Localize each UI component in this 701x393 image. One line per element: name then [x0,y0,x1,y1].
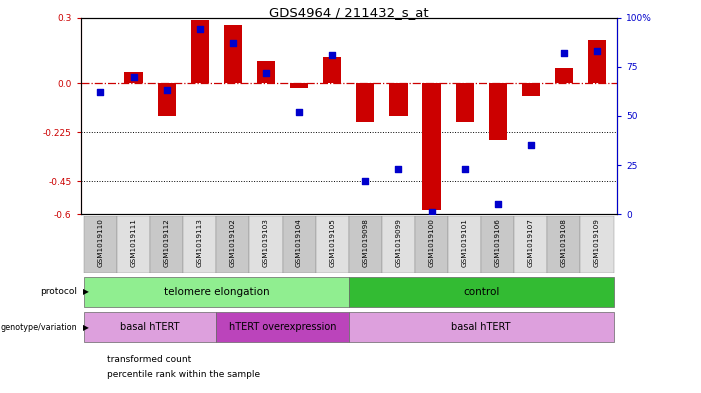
Text: genotype/variation: genotype/variation [1,323,77,332]
Point [161,87,172,94]
Bar [117,216,150,273]
Bar [522,83,540,96]
Bar [250,216,283,273]
Point [294,109,305,115]
Text: telomere elongation: telomere elongation [163,287,269,297]
Bar [84,312,217,342]
Bar [323,57,341,83]
Bar [290,83,308,88]
Bar [150,216,183,273]
Text: basal hTERT: basal hTERT [451,322,511,332]
Text: GSM1019102: GSM1019102 [230,218,236,267]
Point [393,166,404,172]
Bar [257,61,275,83]
Text: GSM1019098: GSM1019098 [362,218,368,267]
Text: GSM1019103: GSM1019103 [263,218,269,267]
Bar [349,312,613,342]
Bar [349,277,613,307]
Point [558,50,569,56]
Text: GSM1019104: GSM1019104 [296,218,302,267]
Bar [158,83,176,116]
Text: GSM1019112: GSM1019112 [163,218,170,267]
Text: GSM1019105: GSM1019105 [329,218,335,267]
Text: basal hTERT: basal hTERT [121,322,180,332]
Text: GDS4964 / 211432_s_at: GDS4964 / 211432_s_at [269,6,428,19]
Bar [456,83,474,123]
Text: percentile rank within the sample: percentile rank within the sample [107,371,259,379]
Bar [547,216,580,273]
Bar [191,20,209,83]
Bar [588,40,606,83]
Point [227,40,238,46]
Bar [515,216,547,273]
Bar [217,216,250,273]
Point [525,142,536,149]
Text: transformed count: transformed count [107,355,191,364]
Bar [224,25,242,83]
Text: GSM1019113: GSM1019113 [197,218,203,267]
Bar [217,312,349,342]
Bar [183,216,217,273]
Bar [415,216,448,273]
Bar [349,216,382,273]
Bar [554,68,573,83]
Bar [84,216,117,273]
Text: GSM1019099: GSM1019099 [395,218,402,267]
Text: GSM1019100: GSM1019100 [428,218,435,267]
Text: control: control [463,287,499,297]
Point [492,201,503,208]
Point [194,26,205,33]
Point [95,89,106,95]
Point [592,48,603,54]
Bar [283,216,315,273]
Point [260,70,271,76]
Bar [84,277,349,307]
Text: GSM1019106: GSM1019106 [495,218,501,267]
Bar [580,216,613,273]
Text: ▶: ▶ [83,287,88,296]
Bar [423,83,441,210]
Text: protocol: protocol [40,287,77,296]
Point [459,166,470,172]
Bar [125,72,143,83]
Text: hTERT overexpression: hTERT overexpression [229,322,336,332]
Bar [448,216,481,273]
Text: GSM1019107: GSM1019107 [528,218,534,267]
Bar [356,83,374,123]
Bar [389,83,407,116]
Bar [382,216,415,273]
Point [426,209,437,215]
Text: GSM1019108: GSM1019108 [561,218,567,267]
Point [327,52,338,58]
Text: ▶: ▶ [83,323,88,332]
Point [360,178,371,184]
Bar [481,216,515,273]
Bar [315,216,349,273]
Text: GSM1019101: GSM1019101 [461,218,468,267]
Point [128,73,139,80]
Text: GSM1019110: GSM1019110 [97,218,104,267]
Text: GSM1019111: GSM1019111 [130,218,137,267]
Bar [489,83,507,140]
Text: GSM1019109: GSM1019109 [594,218,600,267]
